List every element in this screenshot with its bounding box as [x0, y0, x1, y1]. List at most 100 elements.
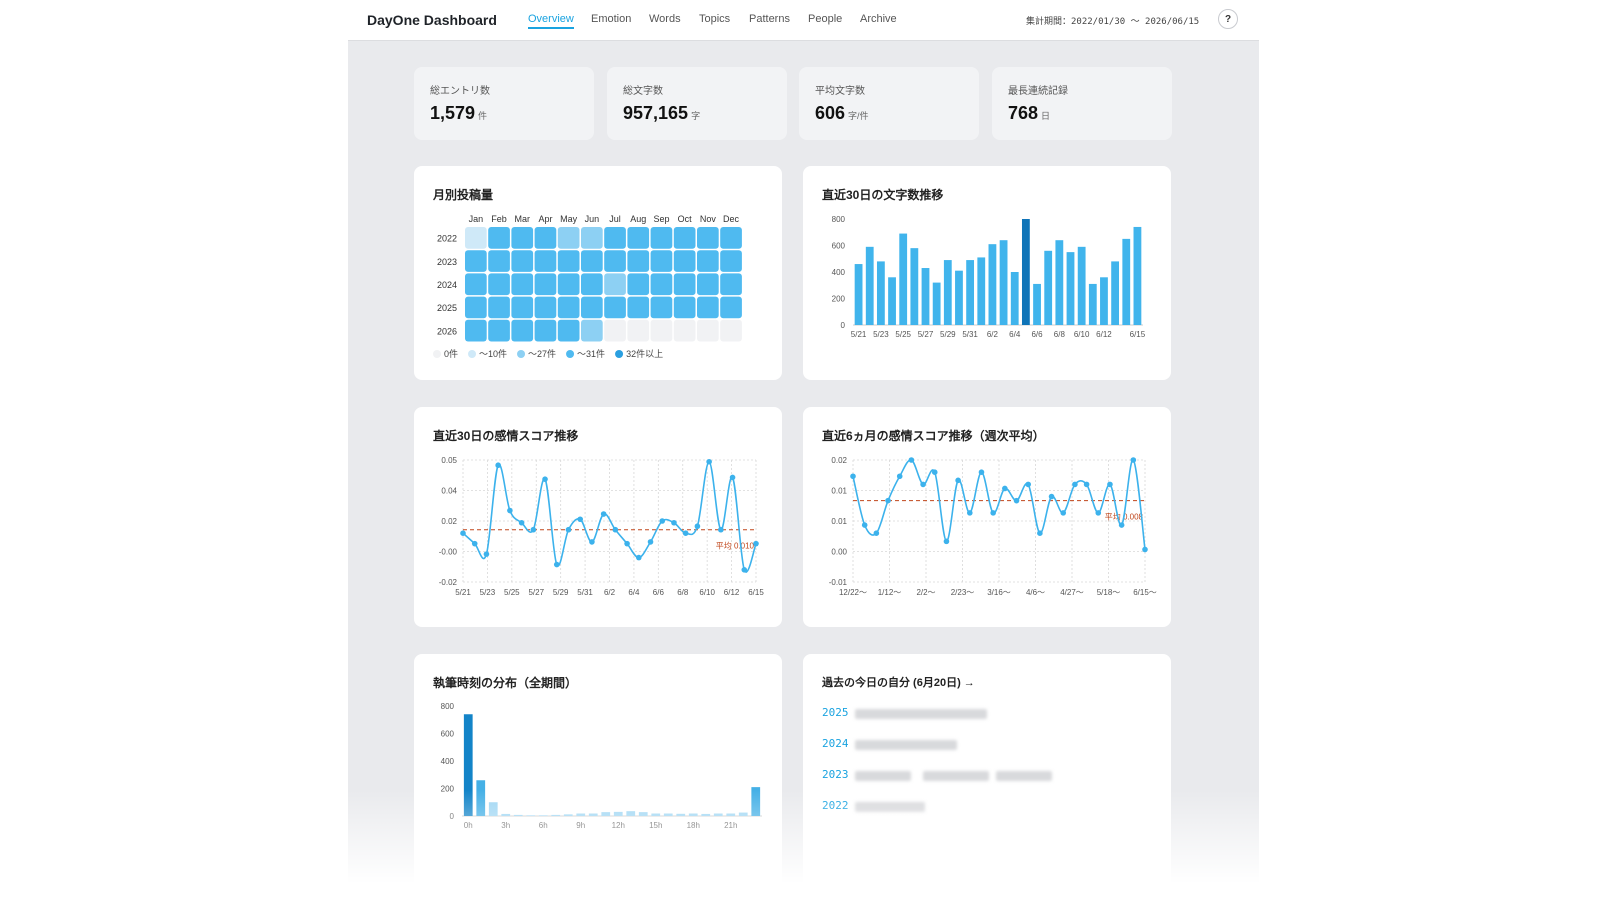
data-bar	[476, 780, 486, 816]
stat-total-entries: 総エントリ数 1,579 件	[414, 67, 594, 140]
data-bar	[966, 260, 975, 325]
y-tick-label: 0	[450, 812, 455, 821]
data-point	[1013, 497, 1020, 504]
x-tick-label: 5/29	[940, 330, 956, 339]
heatmap-cell	[534, 227, 557, 249]
heatmap-cell	[557, 227, 580, 249]
data-bar	[676, 813, 686, 816]
data-point	[885, 497, 891, 504]
x-tick-label: 5/31	[577, 588, 593, 597]
memory-year[interactable]: 2024	[822, 737, 849, 750]
tab-patterns[interactable]: Patterns	[749, 13, 790, 25]
data-bar	[526, 815, 536, 816]
x-tick-label: 18h	[687, 821, 700, 830]
x-tick-label: 5/31	[962, 330, 978, 339]
heatmap-cell	[673, 319, 696, 342]
data-point	[908, 457, 915, 463]
tab-emotion[interactable]: Emotion	[591, 13, 632, 25]
data-point	[647, 539, 654, 545]
heatmap-cell	[534, 250, 557, 272]
x-tick-label: 5/27	[528, 588, 544, 597]
heatmap-year-label: 2025	[437, 303, 457, 313]
y-tick-label: 0.01	[831, 487, 847, 496]
help-button[interactable]: ?	[1218, 9, 1238, 29]
heatmap-cell	[604, 227, 626, 249]
stat-label: 総文字数	[623, 86, 663, 97]
stat-label: 最長連続記録	[1008, 86, 1068, 97]
data-point	[1142, 546, 1148, 553]
x-tick-label: 12/22〜	[839, 588, 867, 597]
data-bar	[1100, 277, 1108, 325]
x-tick-label: 6/8	[1054, 330, 1066, 339]
data-point	[1002, 485, 1008, 492]
stat-longest-streak: 最長連続記録 768 日	[992, 67, 1172, 140]
data-bar	[701, 813, 711, 816]
data-point	[1107, 481, 1113, 488]
heatmap-cell	[673, 227, 696, 249]
memory-year[interactable]: 2022	[822, 799, 849, 812]
data-bar	[1122, 238, 1131, 325]
on-this-day-link[interactable]: 過去の今日の自分 (6月20日) →	[822, 677, 975, 689]
data-bar	[943, 260, 952, 325]
heatmap-cell	[534, 296, 557, 319]
memory-excerpt-blurred	[855, 771, 911, 781]
data-point	[1037, 530, 1043, 536]
heatmap-cell	[697, 227, 719, 249]
heatmap-month-label: Sep	[653, 214, 669, 224]
data-bar	[663, 813, 673, 816]
tab-topics[interactable]: Topics	[699, 13, 731, 25]
data-point	[542, 476, 548, 482]
data-point	[729, 474, 736, 481]
heatmap-month-label: Feb	[491, 214, 507, 224]
char-count-chart: 0 200 400 600 800 5/21 5/23 5/25 5/27 5/29 5/31 6/2…	[832, 215, 1146, 339]
heatmap-cell	[557, 273, 580, 296]
data-bar	[651, 813, 661, 816]
data-point	[624, 540, 630, 547]
data-bar	[513, 814, 523, 816]
data-bar	[563, 814, 573, 816]
heatmap-cell	[581, 273, 603, 296]
heatmap-cell	[720, 273, 742, 296]
tab-people[interactable]: People	[808, 13, 843, 25]
heatmap-year-label: 2024	[437, 280, 457, 290]
stat-label: 平均文字数	[815, 86, 865, 97]
data-bar	[713, 813, 723, 816]
heatmap-cell	[720, 296, 742, 319]
data-point	[955, 477, 961, 484]
y-tick-label: 0.02	[831, 456, 847, 465]
data-bar	[921, 268, 930, 325]
heatmap-month-label: Dec	[723, 214, 740, 224]
heatmap-month-label: Apr	[538, 214, 552, 224]
heatmap-legend-label: 〜27件	[528, 348, 556, 359]
x-tick-label: 6/8	[677, 588, 689, 597]
y-tick-label: 0.02	[441, 517, 457, 526]
x-tick-label: 6/12	[1096, 330, 1112, 339]
y-tick-label: 0	[841, 321, 846, 330]
card-title: 月別投稿量	[433, 188, 494, 202]
data-point	[1130, 457, 1137, 463]
tab-overview[interactable]: Overview	[528, 13, 574, 25]
heatmap-cell	[604, 296, 626, 319]
y-tick-label: 0.00	[831, 548, 847, 557]
data-bar	[1133, 226, 1142, 325]
tab-archive[interactable]: Archive	[860, 13, 897, 25]
y-tick-label: 600	[441, 730, 455, 739]
y-tick-label: 0.04	[441, 487, 457, 496]
heatmap-month-label: Aug	[630, 214, 646, 224]
memory-year[interactable]: 2023	[822, 768, 849, 781]
heatmap-legend-label: 32件以上	[626, 348, 663, 359]
memory-year[interactable]: 2025	[822, 706, 849, 719]
data-bar	[865, 246, 874, 325]
x-tick-label: 6/4	[1009, 330, 1021, 339]
data-point	[753, 540, 759, 547]
tab-words[interactable]: Words	[649, 13, 681, 25]
stat-label: 総エントリ数	[430, 86, 490, 97]
heatmap-cell	[488, 273, 510, 296]
heatmap-month-label: Mar	[515, 214, 531, 224]
heatmap-cell	[534, 319, 557, 342]
heatmap-cell	[511, 296, 534, 319]
x-tick-label: 6/10	[1074, 330, 1090, 339]
data-point	[659, 518, 666, 524]
data-point	[943, 538, 950, 545]
data-bar	[1066, 252, 1075, 325]
